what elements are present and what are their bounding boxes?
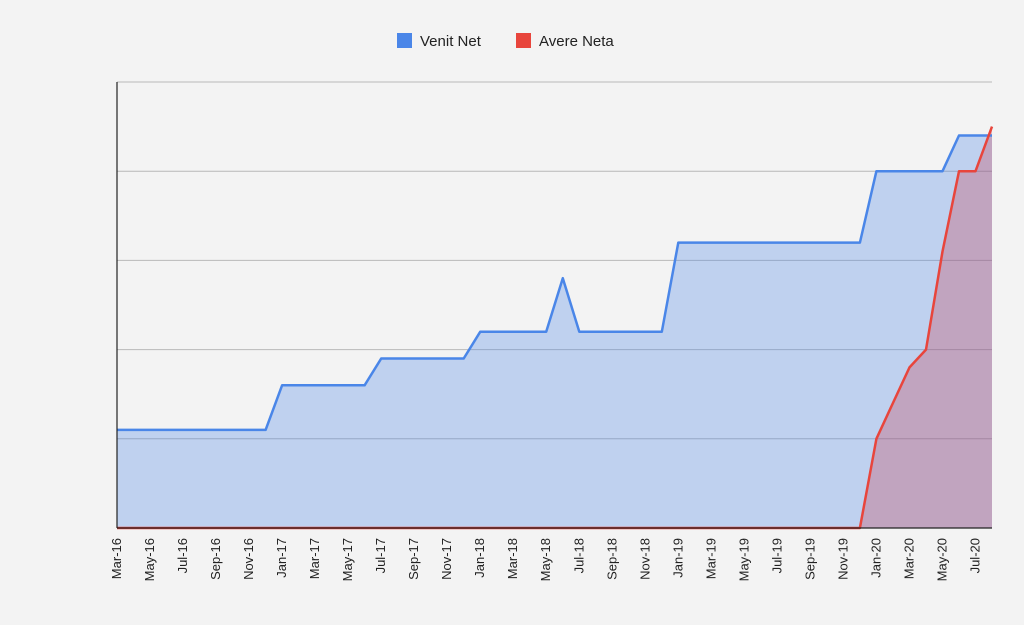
series-line-venit-net xyxy=(117,134,992,432)
x-tick-label: Mar-19 xyxy=(703,538,718,579)
x-tick-label: Jan-20 xyxy=(868,538,883,578)
chart-series-areas xyxy=(117,126,992,528)
x-tick-label: Jan-19 xyxy=(670,538,685,578)
x-tick-label: Nov-17 xyxy=(439,538,454,580)
legend-item-venit-net: Venit Net xyxy=(397,33,482,50)
x-tick-label: May-19 xyxy=(736,538,751,581)
x-tick-label: Nov-16 xyxy=(241,538,256,580)
x-tick-label: May-16 xyxy=(142,538,157,581)
chart-gridlines xyxy=(117,81,992,440)
x-tick-label: Jan-17 xyxy=(274,538,289,578)
legend-swatch xyxy=(397,33,412,48)
x-tick-label: Jul-20 xyxy=(967,538,982,573)
x-tick-label: May-17 xyxy=(340,538,355,581)
series-area-venit-net xyxy=(117,135,992,528)
x-tick-label: Sep-17 xyxy=(406,538,421,580)
x-tick-label: Sep-19 xyxy=(802,538,817,580)
series-area-avere-neta xyxy=(117,126,992,528)
chart-axes xyxy=(116,82,992,529)
x-tick-label: Mar-16 xyxy=(109,538,124,579)
x-tick-label: May-20 xyxy=(934,538,949,581)
x-tick-label: May-18 xyxy=(538,538,553,581)
x-tick-label: Mar-20 xyxy=(901,538,916,579)
legend-label: Venit Net xyxy=(420,33,482,50)
x-tick-label: Nov-18 xyxy=(637,538,652,580)
x-tick-label: Jul-16 xyxy=(175,538,190,573)
chart-legend: Venit Net Avere Neta xyxy=(397,33,614,50)
x-tick-label: Mar-18 xyxy=(505,538,520,579)
x-tick-label: Jan-18 xyxy=(472,538,487,578)
x-tick-label: Nov-19 xyxy=(835,538,850,580)
x-tick-label: Sep-18 xyxy=(604,538,619,580)
x-tick-label: Jul-19 xyxy=(769,538,784,573)
x-tick-label: Sep-16 xyxy=(208,538,223,580)
x-tick-label: Mar-17 xyxy=(307,538,322,579)
legend-swatch xyxy=(516,33,531,48)
legend-item-avere-neta: Avere Neta xyxy=(516,33,614,50)
x-axis-tick-labels: Mar-16 May-16 Jul-16 Sep-16 Nov-16 Jan-17 Mar-… xyxy=(109,538,982,581)
x-tick-label: Jul-18 xyxy=(571,538,586,573)
x-tick-label: Jul-17 xyxy=(373,538,388,573)
legend-label: Avere Neta xyxy=(539,33,614,50)
